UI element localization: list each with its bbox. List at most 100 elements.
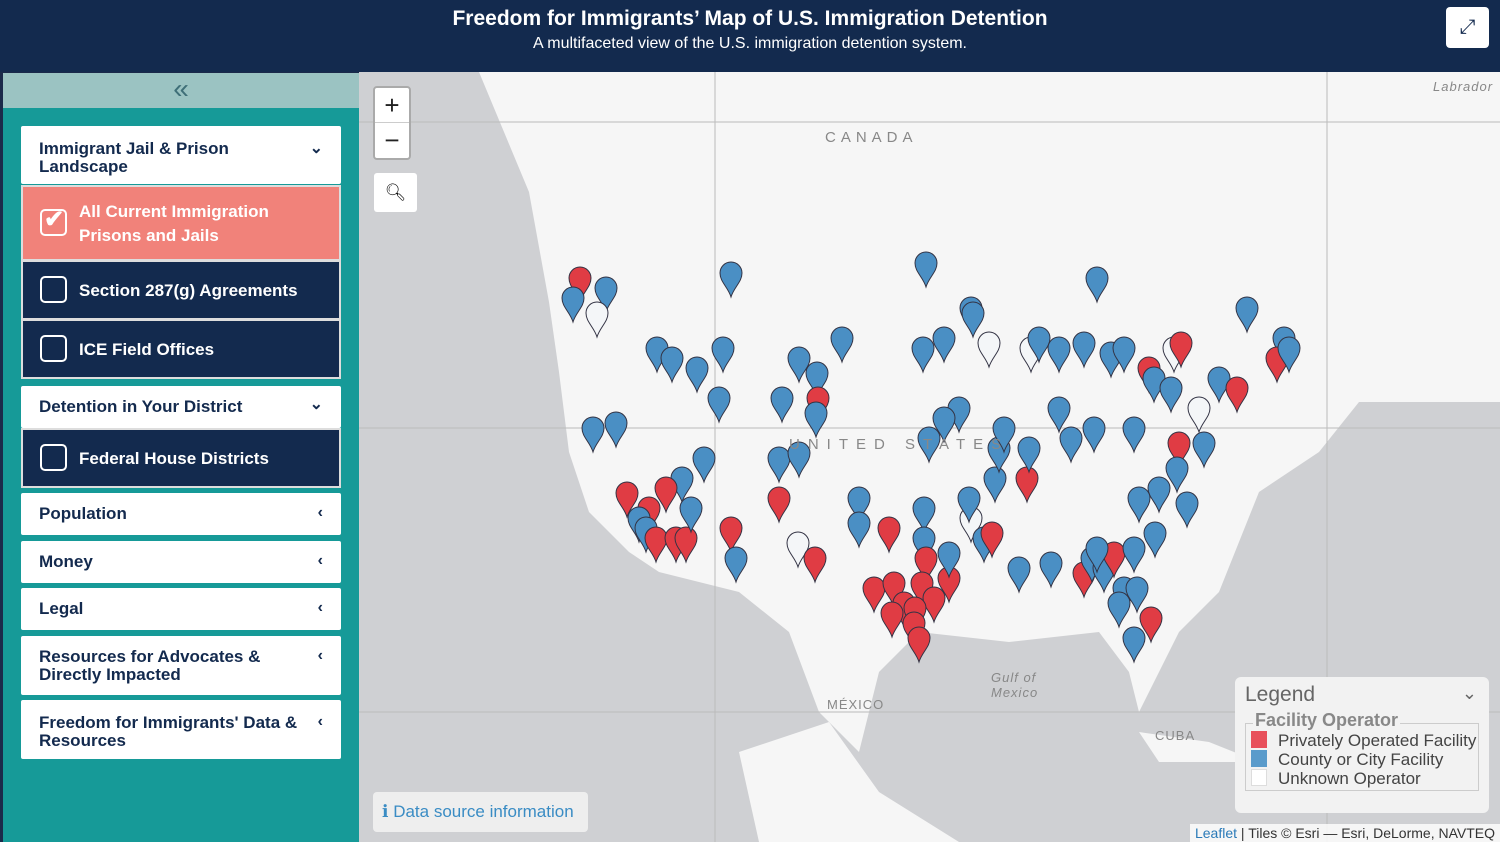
zoom-out-button[interactable]: − bbox=[384, 125, 400, 155]
marker-county-facility[interactable] bbox=[660, 346, 684, 384]
marker-county-facility[interactable] bbox=[1047, 336, 1071, 374]
marker-county-facility[interactable] bbox=[711, 336, 735, 374]
marker-private-facility[interactable] bbox=[674, 526, 698, 564]
marker-county-facility[interactable] bbox=[1127, 486, 1151, 524]
marker-unknown-operator[interactable] bbox=[1187, 396, 1211, 434]
collapse-sidebar-button[interactable]: « bbox=[3, 73, 359, 108]
marker-private-facility[interactable] bbox=[880, 601, 904, 639]
marker-county-facility[interactable] bbox=[1047, 396, 1071, 434]
marker-private-facility[interactable] bbox=[719, 516, 743, 554]
marker-county-facility[interactable] bbox=[724, 546, 748, 584]
marker-private-facility[interactable] bbox=[1169, 331, 1193, 369]
marker-county-facility[interactable] bbox=[1125, 576, 1149, 614]
marker-county-facility[interactable] bbox=[1277, 336, 1301, 374]
marker-county-facility[interactable] bbox=[1085, 536, 1109, 574]
marker-private-facility[interactable] bbox=[615, 481, 639, 519]
marker-county-facility[interactable] bbox=[1027, 326, 1051, 364]
marker-county-facility[interactable] bbox=[1039, 551, 1063, 589]
marker-unknown-operator[interactable] bbox=[977, 331, 1001, 369]
marker-county-facility[interactable] bbox=[1107, 591, 1131, 629]
marker-county-facility[interactable] bbox=[787, 441, 811, 479]
checkbox[interactable] bbox=[40, 444, 67, 471]
section-money[interactable]: Money ‹ bbox=[21, 541, 341, 583]
marker-county-facility[interactable] bbox=[805, 361, 829, 399]
marker-county-facility[interactable] bbox=[1122, 626, 1146, 664]
marker-private-facility[interactable] bbox=[914, 546, 938, 584]
marker-county-facility[interactable] bbox=[1017, 436, 1041, 474]
marker-private-facility[interactable] bbox=[1139, 606, 1163, 644]
section-legal[interactable]: Legal ‹ bbox=[21, 588, 341, 630]
marker-county-facility[interactable] bbox=[1122, 536, 1146, 574]
marker-county-facility[interactable] bbox=[917, 426, 941, 464]
marker-county-facility[interactable] bbox=[1085, 266, 1109, 304]
marker-county-facility[interactable] bbox=[961, 301, 985, 339]
marker-county-facility[interactable] bbox=[847, 511, 871, 549]
marker-county-facility[interactable] bbox=[912, 496, 936, 534]
marker-county-facility[interactable] bbox=[1235, 296, 1259, 334]
zoom-in-button[interactable]: + bbox=[375, 88, 409, 123]
marker-private-facility[interactable] bbox=[1102, 541, 1126, 579]
marker-county-facility[interactable] bbox=[604, 411, 628, 449]
marker-private-facility[interactable] bbox=[862, 576, 886, 614]
marker-county-facility[interactable] bbox=[804, 401, 828, 439]
marker-county-facility[interactable] bbox=[1082, 416, 1106, 454]
data-source-button[interactable]: ℹ Data source information bbox=[373, 792, 588, 832]
marker-county-facility[interactable] bbox=[1147, 476, 1171, 514]
layer-287g[interactable]: Section 287(g) Agreements bbox=[21, 260, 341, 320]
marker-county-facility[interactable] bbox=[1112, 336, 1136, 374]
marker-county-facility[interactable] bbox=[1059, 426, 1083, 464]
marker-private-facility[interactable] bbox=[1167, 431, 1191, 469]
marker-county-facility[interactable] bbox=[561, 286, 585, 324]
marker-private-facility[interactable] bbox=[1225, 376, 1249, 414]
marker-county-facility[interactable] bbox=[932, 406, 956, 444]
marker-unknown-operator[interactable] bbox=[585, 301, 609, 339]
section-resources[interactable]: Resources for Advocates & Directly Impac… bbox=[21, 636, 341, 695]
marker-county-facility[interactable] bbox=[992, 416, 1016, 454]
marker-county-facility[interactable] bbox=[1143, 521, 1167, 559]
marker-county-facility[interactable] bbox=[932, 326, 956, 364]
marker-county-facility[interactable] bbox=[847, 486, 871, 524]
layer-house-districts[interactable]: Federal House Districts bbox=[21, 428, 341, 488]
marker-private-facility[interactable] bbox=[877, 516, 901, 554]
section-population[interactable]: Population ‹ bbox=[21, 493, 341, 535]
map[interactable]: CANADA UNITED STATES MÉXICO Gulf of Mexi… bbox=[359, 72, 1500, 842]
marker-county-facility[interactable] bbox=[1159, 376, 1183, 414]
chevron-down-icon[interactable]: ⌄ bbox=[1461, 683, 1477, 703]
marker-county-facility[interactable] bbox=[1165, 456, 1189, 494]
marker-county-facility[interactable] bbox=[1072, 331, 1096, 369]
marker-private-facility[interactable] bbox=[767, 486, 791, 524]
marker-county-facility[interactable] bbox=[912, 526, 936, 564]
layer-ice-field-offices[interactable]: ICE Field Offices bbox=[21, 319, 341, 379]
marker-county-facility[interactable] bbox=[770, 386, 794, 424]
marker-county-facility[interactable] bbox=[719, 261, 743, 299]
marker-private-facility[interactable] bbox=[803, 546, 827, 584]
marker-private-facility[interactable] bbox=[907, 626, 931, 664]
section-jail-prison-landscape[interactable]: Immigrant Jail & Prison Landscape ⌄ bbox=[21, 126, 341, 184]
marker-county-facility[interactable] bbox=[581, 416, 605, 454]
marker-county-facility[interactable] bbox=[983, 466, 1007, 504]
layer-all-prisons-jails[interactable]: ✔ All Current Immigration Prisons and Jai… bbox=[21, 185, 341, 261]
marker-county-facility[interactable] bbox=[911, 336, 935, 374]
marker-county-facility[interactable] bbox=[707, 386, 731, 424]
marker-county-facility[interactable] bbox=[957, 486, 981, 524]
marker-county-facility[interactable] bbox=[1122, 416, 1146, 454]
marker-private-facility[interactable] bbox=[654, 476, 678, 514]
checkbox[interactable] bbox=[40, 276, 67, 303]
section-district[interactable]: Detention in Your District ⌄ bbox=[21, 386, 341, 428]
fullscreen-button[interactable]: ⤢ bbox=[1446, 7, 1489, 48]
marker-private-facility[interactable] bbox=[644, 526, 668, 564]
marker-private-facility[interactable] bbox=[980, 521, 1004, 559]
marker-county-facility[interactable] bbox=[937, 541, 961, 579]
marker-county-facility[interactable] bbox=[1007, 556, 1031, 594]
marker-county-facility[interactable] bbox=[1175, 491, 1199, 529]
marker-county-facility[interactable] bbox=[830, 326, 854, 364]
marker-county-facility[interactable] bbox=[1192, 431, 1216, 469]
marker-county-facility[interactable] bbox=[767, 446, 791, 484]
marker-county-facility[interactable] bbox=[594, 276, 618, 314]
checkbox[interactable] bbox=[40, 335, 67, 362]
checkbox-checked[interactable]: ✔ bbox=[40, 206, 67, 236]
marker-county-facility[interactable] bbox=[685, 356, 709, 394]
marker-county-facility[interactable] bbox=[692, 446, 716, 484]
section-data-resources[interactable]: Freedom for Immigrants' Data & Resources… bbox=[21, 700, 341, 759]
map-search-button[interactable]: 🔍︎ bbox=[374, 173, 417, 212]
